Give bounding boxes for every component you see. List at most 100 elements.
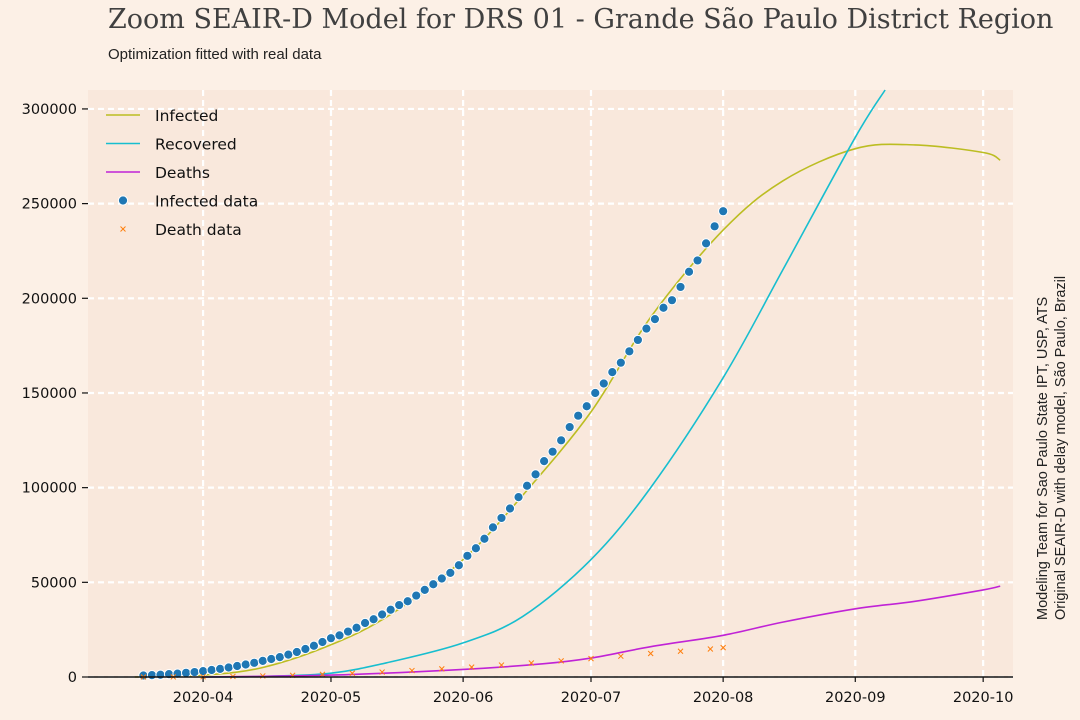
death-data-point-stroke (498, 662, 505, 668)
infected-line (134, 143, 1001, 678)
side-note-line-2: Original SEAIR-D with delay model, São P… (1053, 275, 1069, 620)
death-data-point (588, 655, 594, 662)
infected-data-point (308, 640, 320, 651)
legend-swatch-stroke (120, 226, 126, 232)
infected-data-point (232, 660, 243, 672)
infected-data-point (385, 604, 396, 615)
death-data-point-stroke (438, 666, 445, 672)
grid (88, 90, 1013, 679)
legend-swatch-infected-data (117, 195, 129, 206)
infected-data-point (504, 503, 516, 514)
infected-data-point (138, 670, 149, 681)
x-tick-label: 2020-08 (693, 690, 754, 706)
death-data-point (319, 671, 326, 678)
death-data-point (468, 664, 475, 671)
infected-data-point (513, 492, 524, 503)
infected-data-point (462, 550, 473, 561)
series-lines (134, 89, 1001, 678)
infected-data-point (624, 346, 635, 357)
death-data-point (409, 667, 415, 674)
death-data-point-stroke (677, 648, 684, 655)
infected-data-point (428, 579, 439, 590)
plot-area (88, 90, 1013, 677)
death-data-point-stroke (617, 653, 624, 660)
infected-data-point (598, 378, 609, 389)
infected-data-point (402, 596, 413, 607)
infected-data-point (317, 636, 328, 648)
infected-data-point (368, 614, 379, 625)
death-data-point-stroke (707, 646, 714, 652)
death-data-point-stroke (379, 669, 385, 675)
infected-data-point (189, 666, 200, 678)
death-data-point-stroke (720, 644, 726, 651)
x-tick-label: 2020-09 (825, 690, 886, 706)
infected-data-point (521, 480, 533, 491)
infected-data-point (564, 421, 575, 433)
death-data-point (528, 660, 535, 666)
infected-data-point (573, 410, 584, 421)
side-note: Modeling Team for Sao Paulo State IPT, U… (1034, 276, 1070, 620)
infected-data-point (206, 664, 217, 676)
infected-data-point (641, 323, 652, 334)
infected-data-point (530, 469, 541, 480)
y-tick-label: 50000 (31, 575, 77, 591)
death-data-point (498, 662, 505, 668)
death-data-point-stroke (319, 671, 326, 678)
infected-data-point (411, 590, 422, 601)
legend-label-recovered: Recovered (155, 136, 237, 154)
x-tick-label: 2020-06 (433, 690, 494, 706)
axes: 2020-04 2020-05 2020-06 2020-07 2020-08 2020-… (22, 102, 1014, 706)
infected-data-point (215, 663, 226, 674)
infected-data-point (607, 367, 618, 378)
death-data-point-stroke (558, 658, 565, 664)
series-markers (138, 206, 729, 681)
legend-label-death-data: Death data (155, 221, 242, 239)
y-tick-label: 0 (68, 670, 77, 686)
legend-label-infected-data: Infected data (155, 193, 258, 211)
infected-data-point (377, 609, 388, 620)
legend-label-deaths: Deaths (155, 164, 210, 182)
infected-data-point (249, 657, 260, 668)
infected-data-point (556, 435, 567, 446)
infected-data-point (445, 567, 456, 578)
death-data-point-stroke (647, 650, 654, 657)
x-tick-label: 2020-07 (561, 690, 622, 706)
infected-data-point (291, 646, 302, 658)
infected-data-point (351, 622, 362, 633)
infected-data-point (547, 446, 558, 457)
death-data-point (558, 658, 565, 664)
infected-data-point (709, 221, 720, 232)
infected-data-point (146, 670, 158, 681)
legend-swatch-death-data (120, 226, 126, 232)
infected-data-point (700, 238, 712, 249)
chart-subtitle: Optimization fitted with real data (108, 46, 322, 63)
infected-data-point (718, 206, 729, 217)
infected-data-point (590, 387, 601, 399)
infected-data-point (487, 522, 499, 533)
infected-data-point (240, 659, 251, 670)
infected-data-point (615, 357, 626, 368)
death-data-point-stroke (588, 655, 594, 662)
death-data-point (438, 666, 445, 672)
death-data-point (720, 644, 726, 651)
death-data-point (707, 646, 714, 652)
infected-data-point (479, 533, 490, 544)
infected-data-point (632, 334, 643, 346)
death-data-point-stroke (468, 664, 475, 671)
death-data-point-stroke (349, 670, 356, 677)
infected-data-point (496, 512, 507, 524)
death-data-point (379, 669, 385, 675)
y-tick-label: 200000 (22, 291, 77, 307)
y-tick-label: 150000 (22, 386, 77, 402)
infected-data-point (300, 643, 311, 655)
infected-data-point (223, 662, 234, 673)
infected-data-point (257, 655, 268, 667)
recovered-line (203, 89, 886, 678)
infected-data-point (666, 295, 678, 306)
deaths-line (203, 585, 1001, 678)
legend-label-infected: Infected (155, 107, 218, 125)
infected-data-point (683, 266, 695, 277)
death-data-point (349, 670, 356, 677)
infected-data-point (274, 652, 285, 663)
